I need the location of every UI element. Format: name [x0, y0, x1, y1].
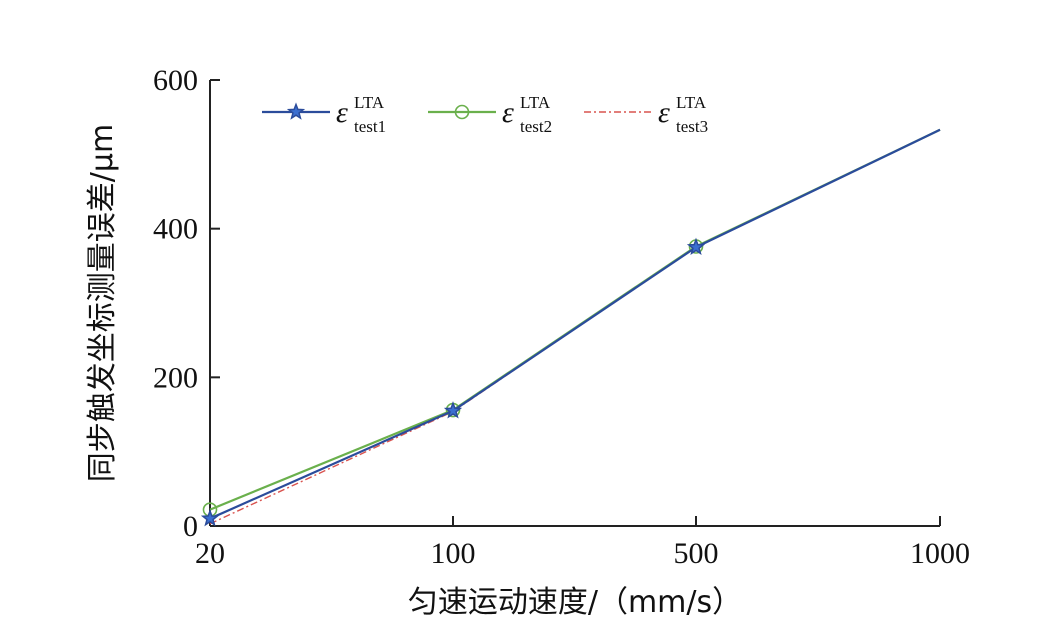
y-ticks: 0 200 400 600 — [153, 64, 220, 543]
legend-item-test2: ε LTA test2 — [428, 93, 552, 136]
x-ticks: 20 100 500 1000 — [195, 516, 970, 570]
series-line-test1 — [209, 128, 941, 520]
legend-subscript: test2 — [520, 117, 552, 136]
legend-marker-test1 — [286, 102, 306, 120]
legend-superscript: LTA — [676, 93, 707, 112]
x-tick-label: 1000 — [910, 537, 970, 570]
legend-superscript: LTA — [520, 93, 551, 112]
series-test2 — [202, 128, 941, 517]
data-point-test1 — [200, 508, 220, 527]
legend-symbol: ε — [502, 96, 514, 129]
axes — [209, 80, 940, 527]
x-tick-label: 100 — [431, 537, 476, 570]
legend-marker-test2 — [454, 104, 470, 120]
data-point-test1 — [686, 237, 706, 256]
legend-symbol: ε — [658, 96, 670, 129]
legend-item-test3: ε LTA test3 — [584, 93, 708, 136]
legend-subscript: test3 — [676, 117, 708, 136]
legend-superscript: LTA — [354, 93, 385, 112]
series-layer — [200, 128, 941, 527]
legend-subscript: test1 — [354, 117, 386, 136]
series-test1 — [200, 128, 941, 527]
x-tick-label: 500 — [674, 537, 719, 570]
legend-item-test1: ε LTA test1 — [262, 93, 386, 136]
y-tick-label: 0 — [183, 510, 198, 543]
y-tick-label: 200 — [153, 361, 198, 394]
y-tick-label: 400 — [153, 213, 198, 246]
series-line-test2 — [209, 128, 941, 511]
data-point-test1 — [443, 401, 463, 419]
y-tick-label: 600 — [153, 64, 198, 97]
x-tick-label: 20 — [195, 537, 225, 570]
legend-symbol: ε — [336, 96, 348, 129]
legend: ε LTA test1 ε LTA test2 ε LTA test3 — [262, 93, 708, 136]
x-axis-label: 匀速运动速度/（mm/s） — [408, 585, 742, 620]
y-axis-label: 同步触发坐标测量误差/μm — [85, 124, 120, 482]
